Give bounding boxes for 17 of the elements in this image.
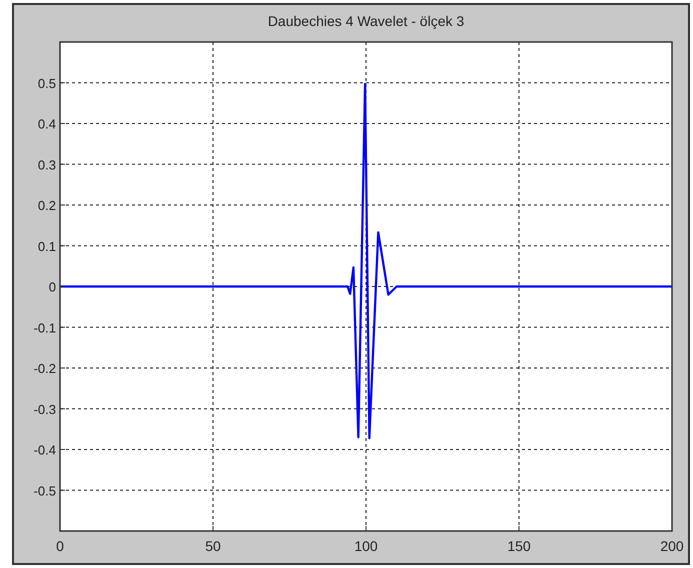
- y-tick-label: -0.3: [34, 402, 56, 417]
- y-tick-label: -0.1: [34, 320, 56, 336]
- y-tick-label: 0.3: [38, 157, 56, 172]
- line-series: [58, 82, 674, 440]
- x-tick-label: 100: [354, 538, 378, 554]
- y-tick-label: 0: [48, 280, 56, 294]
- y-tick-label: 0.4: [38, 116, 56, 132]
- x-tick-label: 150: [507, 538, 531, 554]
- chart-title: Daubechies 4 Wavelet - ölçek 3: [268, 13, 464, 29]
- x-tick-label: 200: [660, 538, 684, 554]
- y-tick-label: -0.2: [34, 361, 56, 376]
- y-tick-label: -0.5: [34, 483, 56, 498]
- y-tick-label: 0.2: [38, 198, 56, 213]
- y-tick-label: 0.1: [38, 238, 56, 254]
- y-tick-label: -0.4: [34, 442, 56, 458]
- y-tick-label: 0.5: [38, 76, 56, 91]
- x-tick-label: 50: [205, 538, 221, 554]
